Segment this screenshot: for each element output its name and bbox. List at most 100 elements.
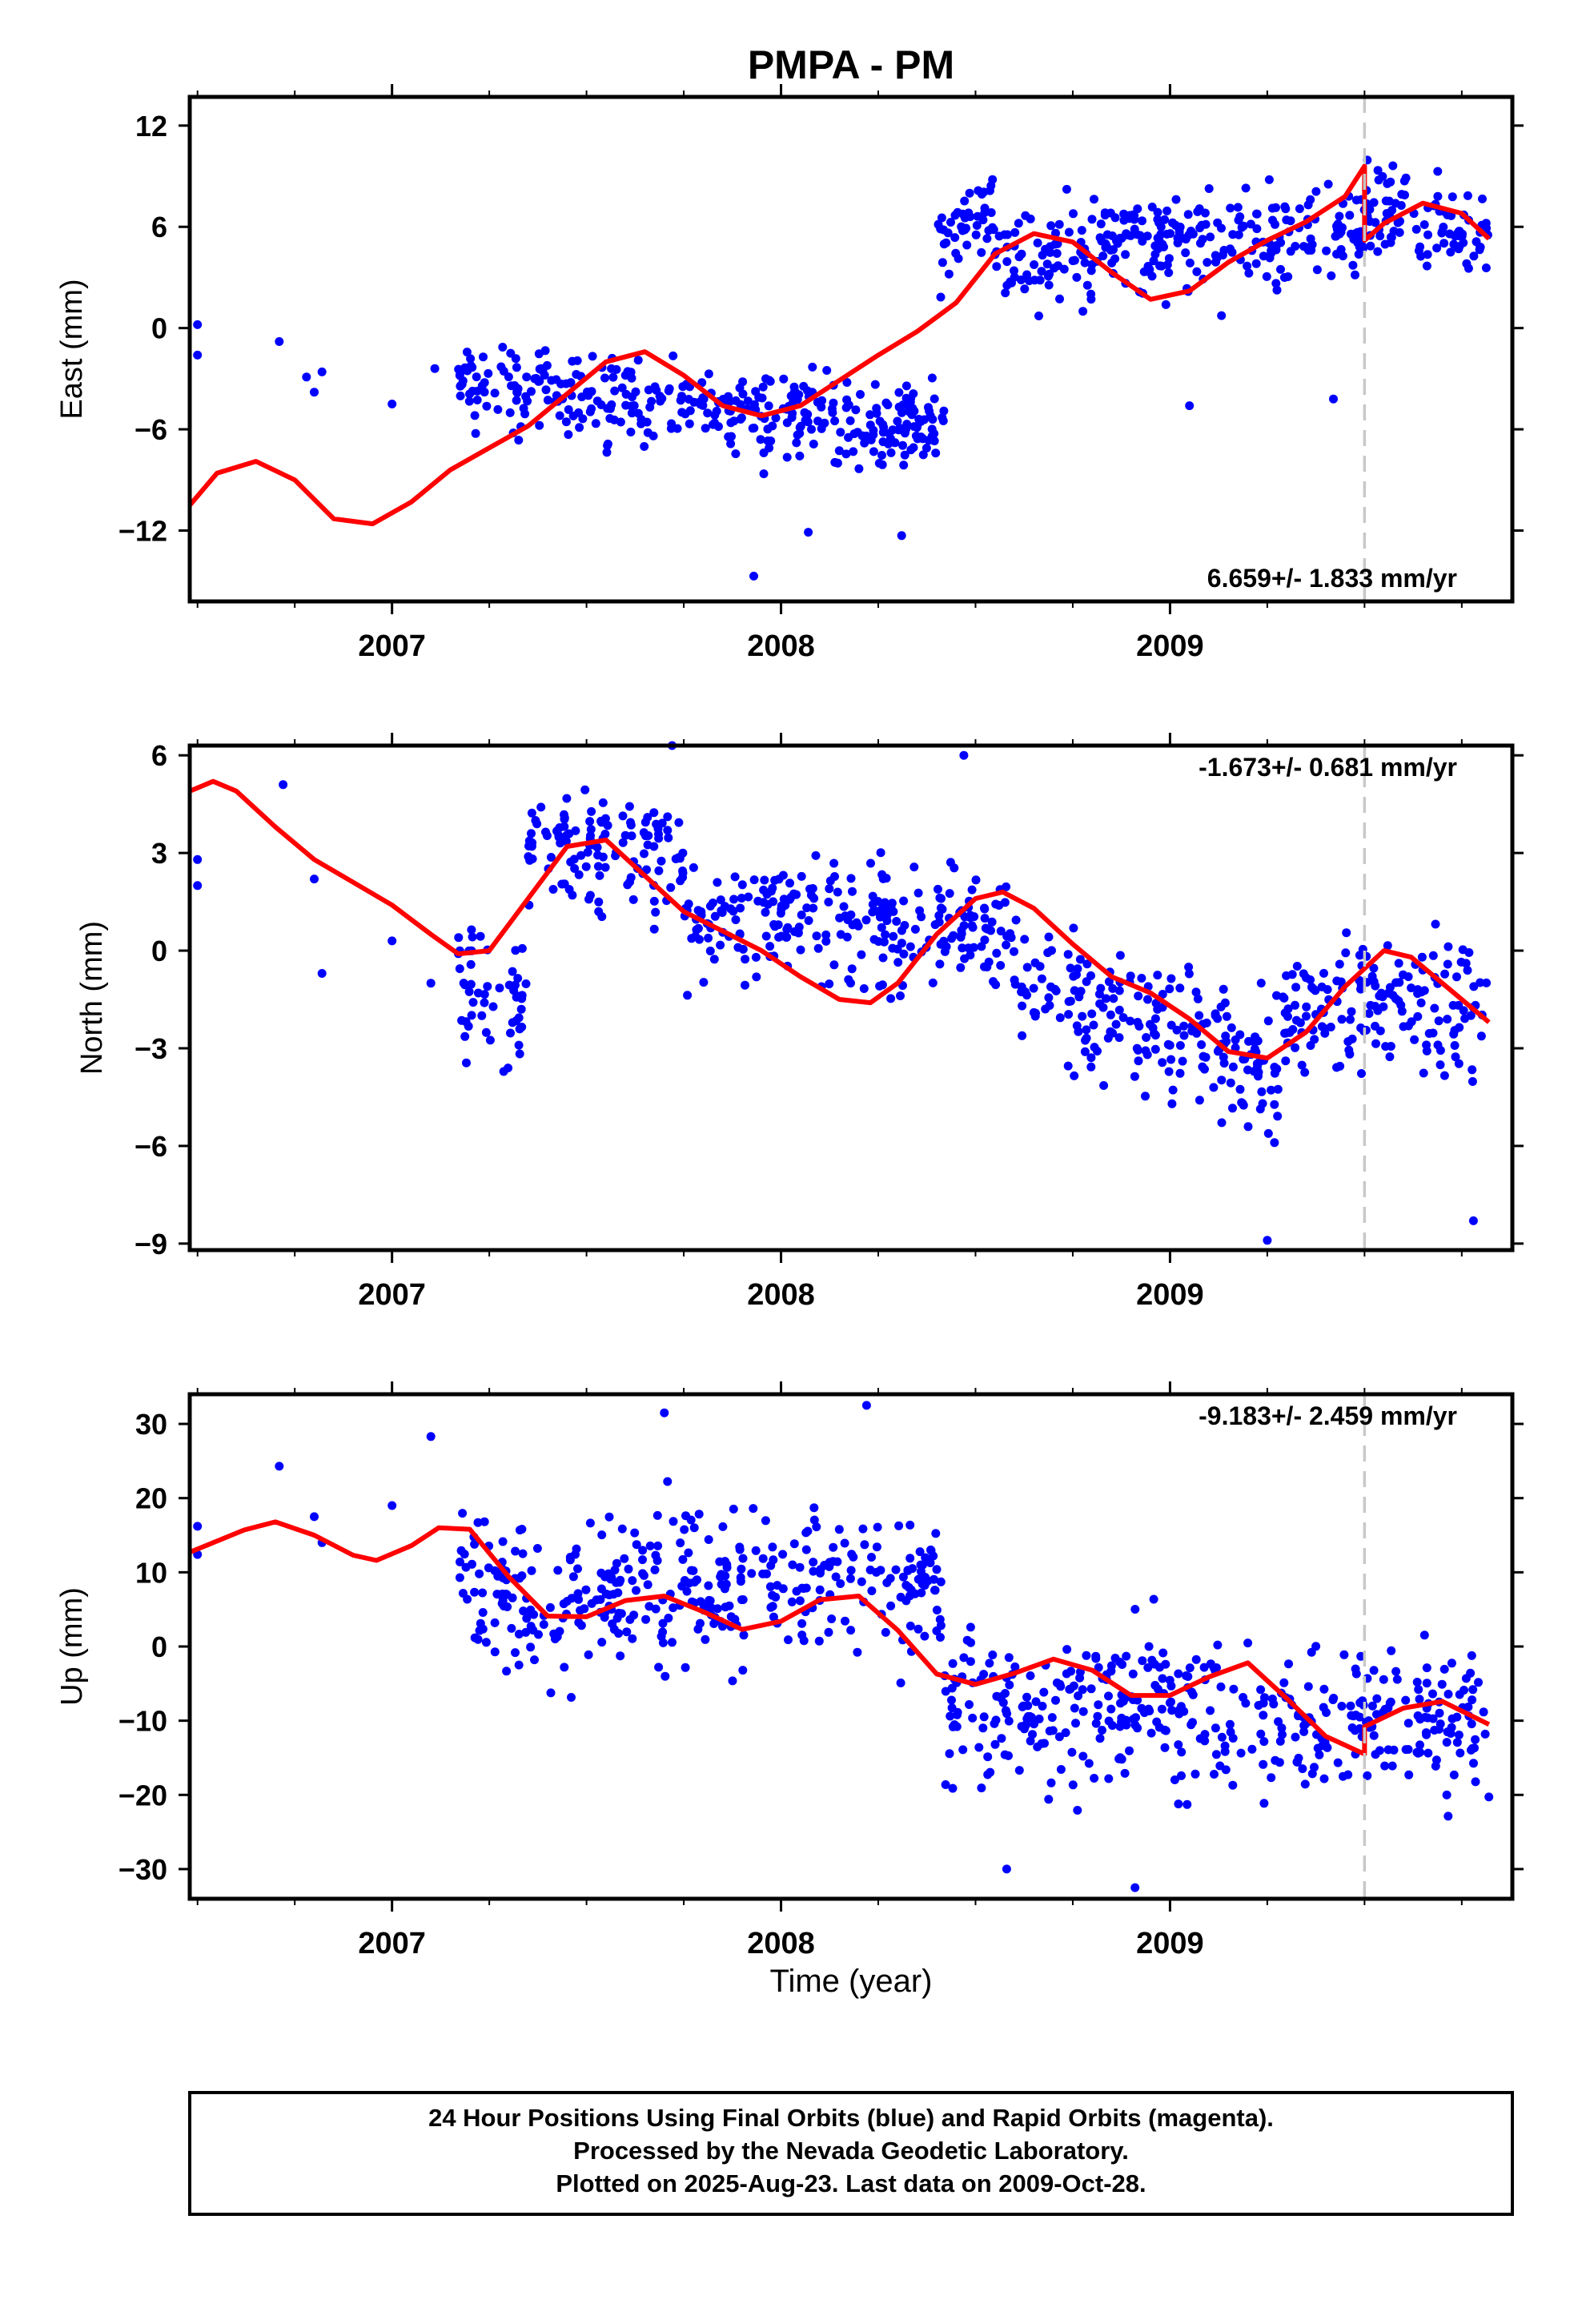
data-point [858, 1524, 868, 1534]
data-point [1484, 1792, 1494, 1802]
data-point [1118, 1013, 1128, 1023]
data-point [733, 943, 743, 952]
data-point [846, 910, 856, 919]
figure-title: PMPA - PM [748, 42, 954, 87]
data-point [947, 934, 956, 943]
data-point [959, 921, 969, 931]
data-point [1103, 1033, 1113, 1043]
data-point [956, 932, 966, 942]
data-point [618, 811, 628, 821]
data-point [674, 853, 684, 862]
data-point [988, 1651, 998, 1659]
data-point [926, 1546, 936, 1555]
data-point [942, 942, 951, 951]
data-point [1273, 1084, 1283, 1094]
data-point [1387, 1646, 1396, 1655]
data-point [1213, 218, 1223, 227]
data-point [1211, 251, 1220, 260]
data-point [430, 364, 440, 373]
data-point [666, 424, 676, 433]
data-point [787, 1597, 797, 1606]
data-point [913, 888, 923, 898]
data-point [498, 1589, 508, 1598]
data-point [472, 396, 482, 404]
data-point [1217, 1732, 1227, 1742]
data-point [1029, 983, 1038, 993]
data-point [1183, 1672, 1193, 1681]
data-point [1174, 1740, 1183, 1750]
data-point [836, 1579, 845, 1588]
data-point [1431, 1761, 1440, 1771]
data-point [966, 951, 975, 960]
data-point [1040, 1739, 1049, 1748]
data-point [1055, 1679, 1065, 1689]
data-point [935, 959, 945, 969]
data-point [1347, 1723, 1357, 1732]
data-point [996, 961, 1006, 970]
data-point [1252, 209, 1261, 219]
data-point [1044, 932, 1054, 942]
data-point [1329, 1694, 1339, 1703]
data-point [1069, 923, 1078, 933]
data-point [470, 411, 480, 420]
data-point [275, 1462, 284, 1471]
data-point [1082, 1025, 1091, 1035]
data-point [1479, 1707, 1488, 1717]
data-point [1175, 1041, 1185, 1050]
data-point [663, 1477, 673, 1486]
data-point [1443, 942, 1453, 951]
data-point [1187, 1687, 1197, 1697]
data-point [1154, 235, 1164, 244]
data-point [793, 430, 802, 440]
data-point [490, 1618, 500, 1627]
data-point [1191, 987, 1201, 997]
data-point [1471, 1777, 1480, 1787]
data-point [857, 1577, 866, 1586]
data-point [617, 383, 627, 392]
data-point [1161, 1659, 1170, 1669]
data-point [910, 924, 920, 934]
data-point [1051, 1695, 1060, 1705]
data-point [941, 1780, 950, 1789]
data-point [886, 1601, 896, 1610]
data-point [1442, 1738, 1452, 1747]
data-point [649, 924, 659, 934]
data-point [1219, 984, 1228, 994]
data-point [478, 1588, 488, 1598]
data-point [673, 424, 682, 433]
data-point [1196, 239, 1205, 248]
data-point [508, 967, 517, 976]
data-point [1319, 1774, 1329, 1783]
data-point [1348, 260, 1358, 270]
data-point [458, 1509, 468, 1518]
data-point [825, 876, 835, 886]
data-point [685, 419, 694, 428]
data-point [580, 785, 590, 794]
data-point [669, 1517, 678, 1526]
data-point [1446, 247, 1456, 257]
data-point [966, 1657, 975, 1667]
data-point [530, 1655, 539, 1665]
y-tick-label: −10 [118, 1705, 167, 1738]
data-point [925, 406, 934, 416]
data-point [899, 896, 909, 906]
data-point [1468, 1077, 1477, 1086]
data-point [1046, 1778, 1056, 1787]
data-point [1018, 1001, 1027, 1011]
data-point [1072, 272, 1082, 282]
data-point [567, 1693, 576, 1702]
data-point [638, 1546, 648, 1555]
data-point [473, 1634, 483, 1644]
data-point [1044, 280, 1054, 290]
data-point [877, 870, 887, 879]
data-point [762, 1569, 771, 1578]
y-tick-label: 0 [151, 1630, 167, 1663]
data-point [462, 348, 472, 357]
data-point [547, 376, 556, 385]
data-point [1150, 1014, 1160, 1023]
data-point [1356, 1651, 1366, 1661]
data-point [804, 916, 813, 925]
data-point [867, 1553, 876, 1562]
data-point [984, 957, 994, 967]
data-point [1155, 261, 1164, 271]
